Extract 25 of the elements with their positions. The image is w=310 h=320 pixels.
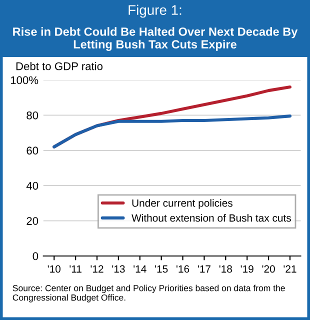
source-note: Source: Center on Budget and Policy Priorities based on data from the Congressional Budget Office.: [12, 284, 285, 302]
x-tick-label: '21: [284, 265, 296, 273]
x-tick-label: '13: [112, 265, 125, 273]
x-tick-label: '18: [219, 265, 232, 273]
y-tick-label: 60: [26, 146, 38, 155]
line-series: [52, 114, 292, 148]
legend-label: Without extension of Bush tax cuts: [132, 214, 291, 222]
y-axis-title: Debt to GDP ratio: [16, 62, 103, 70]
x-tick-label: '14: [134, 265, 146, 273]
y-tick-label: 100%: [10, 76, 38, 84]
x-tick-label: '20: [262, 265, 275, 273]
legend-label: Under current policies: [132, 199, 232, 209]
chart-title: Figure 1:: [128, 4, 182, 18]
x-tick-label: '11: [70, 265, 82, 273]
x-tick-label: '12: [90, 265, 104, 273]
x-tick-label: '10: [48, 265, 60, 273]
y-tick-label: 80: [26, 111, 38, 120]
x-tick-label: '19: [240, 265, 254, 273]
y-tick-label: 0: [32, 252, 38, 260]
y-tick-label: 20: [26, 217, 38, 225]
chart-subtitle: Rise in Debt Could Be Halted Over Next Decade By Letting Bush Tax Cuts Expire: [13, 27, 298, 51]
x-tick-label: '17: [198, 265, 210, 273]
y-tick-label: 40: [26, 182, 38, 190]
x-tick-label: '16: [176, 265, 190, 273]
x-tick-label: '15: [155, 265, 168, 273]
